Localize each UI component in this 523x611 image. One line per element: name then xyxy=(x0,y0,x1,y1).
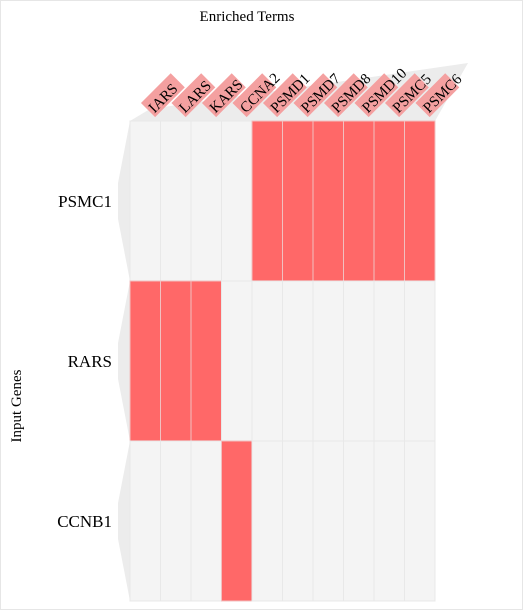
heatmap-cells xyxy=(129,120,436,602)
row-fan xyxy=(118,121,130,281)
heatmap-cell xyxy=(282,440,314,602)
column-label-box xyxy=(201,73,246,118)
heatmap-cell xyxy=(129,440,161,602)
row-fan xyxy=(118,281,130,441)
heatmap-cell xyxy=(373,440,405,602)
heatmap-cell xyxy=(251,280,283,442)
heatmap-cell xyxy=(343,440,375,602)
heatmap-cell xyxy=(190,120,222,282)
heatmap-cell xyxy=(251,440,283,602)
heatmap-cell xyxy=(373,280,405,442)
column-label-box xyxy=(171,73,216,118)
row-fan xyxy=(118,441,130,601)
heatmap-cell xyxy=(160,280,192,442)
heatmap-cell xyxy=(160,440,192,602)
column-label-box xyxy=(323,73,368,118)
heatmap-cell xyxy=(373,120,405,282)
heatmap-cell xyxy=(312,440,344,602)
row-label: CCNB1 xyxy=(57,512,112,531)
heatmap-cell xyxy=(404,120,436,282)
heatmap-cell xyxy=(282,120,314,282)
heatmap-cell xyxy=(190,440,222,602)
row-label: PSMC1 xyxy=(58,192,112,211)
heatmap-cell xyxy=(343,120,375,282)
heatmap-cell xyxy=(282,280,314,442)
heatmap-cell xyxy=(343,280,375,442)
heatmap-cell xyxy=(404,440,436,602)
heatmap-cell xyxy=(190,280,222,442)
row-label: RARS xyxy=(68,352,112,371)
heatmap-cell xyxy=(221,120,253,282)
column-label-box xyxy=(384,73,429,118)
heatmap-cell xyxy=(221,280,253,442)
column-label-box xyxy=(262,73,307,118)
column-label-box xyxy=(354,73,399,118)
y-axis-title: Input Genes xyxy=(9,369,25,442)
heatmap-cell xyxy=(312,280,344,442)
heatmap-cell xyxy=(312,120,344,282)
column-label-box xyxy=(293,73,338,118)
column-label-box xyxy=(415,73,460,118)
row-labels: PSMC1 RARS CCNB1 xyxy=(57,192,112,531)
heatmap-cell xyxy=(129,120,161,282)
heatmap-cell xyxy=(251,120,283,282)
heatmap-cell xyxy=(160,120,192,282)
heatmap-cell xyxy=(404,280,436,442)
column-label-box xyxy=(232,73,277,118)
heatmap-cell xyxy=(129,280,161,442)
x-axis-title: Enriched Terms xyxy=(200,9,295,25)
column-label-box xyxy=(140,73,185,118)
heatmap-cell xyxy=(221,440,253,602)
